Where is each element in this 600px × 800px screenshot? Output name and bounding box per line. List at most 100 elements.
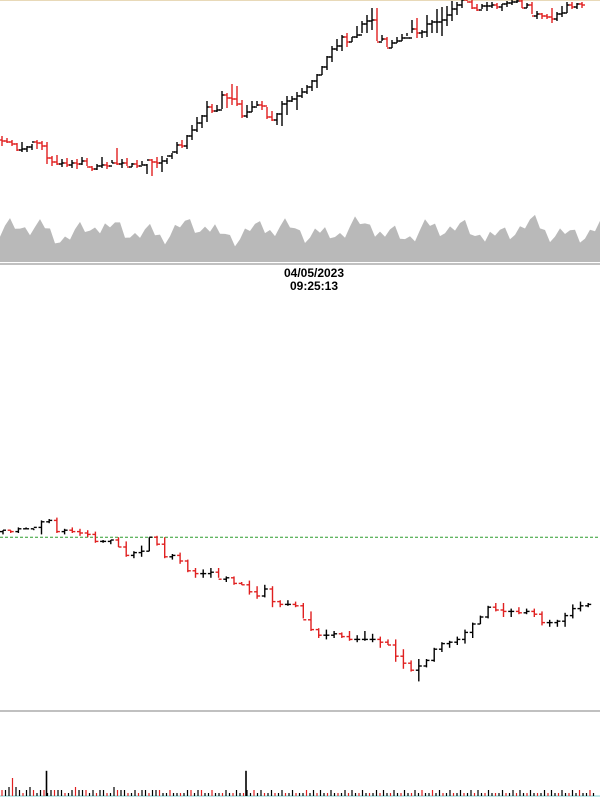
bottom-ohlc-bar-46	[354, 635, 361, 643]
bottom-ohlc-bar-38	[292, 601, 299, 608]
bottom-ohlc-bar-64	[492, 603, 499, 612]
bottom-ohlc-bar-43	[331, 631, 338, 638]
top-ohlc-bar-75	[374, 8, 380, 43]
top-ohlc-bar-106	[529, 2, 535, 17]
bottom-ohlc-bar-6	[46, 519, 53, 524]
top-ohlc-bar-36	[179, 140, 185, 148]
bottom-ohlc-bar-51	[392, 639, 399, 662]
top-ohlc-bar-41	[204, 101, 210, 122]
top-ohlc-bar-19	[94, 164, 100, 170]
top-ohlc-bar-6	[29, 141, 35, 150]
top-ohlc-bar-87	[434, 9, 440, 33]
bottom-ohlc-bar-27	[207, 568, 214, 578]
bottom-ohlc-bar-53	[408, 660, 415, 672]
top-ohlc-bar-51	[254, 101, 260, 108]
bottom-ohlc-bar-0	[0, 529, 6, 535]
top-ohlc-bar-7	[34, 140, 40, 149]
top-ohlc-bar-23	[114, 148, 120, 165]
top-ohlc-bar-114	[569, 2, 575, 9]
bottom-ohlc-bar-69	[531, 608, 538, 617]
top-ohlc-bar-33	[164, 155, 170, 164]
bottom-ohlc-bar-8	[61, 528, 68, 535]
top-ohlc-bar-78	[389, 40, 395, 49]
bottom-ohlc-bar-35	[269, 586, 276, 608]
top-ohlc-bar-71	[354, 26, 360, 38]
bottom-ohlc-bar-28	[215, 568, 222, 580]
top-ohlc-bar-39	[194, 117, 200, 132]
bottom-ohlc-bar-19	[146, 536, 153, 552]
bottom-ohlc-bar-24	[184, 559, 191, 573]
top-ohlc-bar-32	[159, 156, 165, 172]
bottom-ohlc-bar-66	[508, 608, 515, 617]
bottom-ohlc-bar-4	[30, 526, 37, 531]
bottom-ohlc-bar-10	[77, 528, 83, 536]
top-ohlc-bar-63	[314, 74, 320, 88]
bottom-ohlc-bar-48	[369, 633, 376, 643]
bottom-ohlc-bar-39	[300, 603, 307, 621]
top-ohlc-bar-92	[459, 0, 465, 8]
bottom-ohlc-bar-59	[454, 636, 461, 645]
bottom-ohlc-bar-1	[7, 529, 14, 533]
top-ohlc-bar-100	[499, 3, 505, 11]
top-ohlc-bar-56	[279, 101, 285, 126]
top-ohlc-bar-9	[44, 142, 50, 164]
bottom-ohlc-bar-32	[246, 580, 253, 595]
top-ohlc-bar-25	[124, 158, 130, 168]
top-ohlc-bar-65	[324, 56, 330, 70]
top-ohlc-bar-110	[549, 8, 555, 23]
top-ohlc-bar-88	[439, 7, 445, 36]
bottom-ohlc-bar-67	[515, 607, 522, 615]
top-ohlc-bar-113	[564, 2, 570, 14]
top-ohlc-bar-69	[344, 33, 350, 47]
top-ohlc-bar-44	[219, 91, 225, 111]
bottom-ohlc-series	[0, 517, 592, 682]
bottom-ohlc-bar-13	[100, 540, 107, 543]
bottom-ohlc-bar-5	[38, 520, 45, 535]
bottom-ohlc-bar-20	[154, 535, 160, 546]
bottom-ohlc-bar-40	[308, 611, 314, 631]
top-ohlc-bar-35	[174, 142, 180, 154]
bottom-ohlc-bar-31	[238, 582, 245, 586]
bottom-ohlc-bar-74	[569, 604, 576, 619]
top-ohlc-bar-20	[99, 157, 105, 168]
top-ohlc-bar-59	[294, 92, 300, 110]
top-ohlc-series	[0, 0, 585, 176]
top-volume-area-layer	[0, 214, 600, 262]
bottom-ohlc-bar-2	[15, 527, 22, 533]
bottom-ohlc-bar-41	[315, 628, 322, 638]
top-volume-area	[0, 214, 600, 262]
bottom-ohlc-bar-72	[554, 619, 561, 627]
top-ohlc-bar-90	[449, 1, 455, 21]
top-ohlc-bar-55	[274, 113, 280, 125]
top-ohlc-bar-43	[214, 105, 220, 112]
top-ohlc-bar-79	[394, 37, 400, 44]
bottom-ohlc-bar-65	[500, 603, 507, 617]
bottom-ohlc-bar-76	[585, 603, 592, 608]
top-ohlc-bar-38	[189, 125, 195, 140]
top-ohlc-bar-84	[419, 30, 425, 38]
bottom-ohlc-bar-14	[107, 539, 114, 545]
bottom-ohlc-bar-23	[177, 552, 184, 564]
bottom-ohlc-bar-16	[123, 541, 130, 557]
bottom-ohlc-bar-29	[223, 576, 230, 582]
top-ohlc-bar-89	[444, 6, 450, 26]
top-ohlc-bar-85	[424, 15, 430, 37]
top-ohlc-bar-47	[234, 86, 240, 106]
volume-bar-series	[1, 770, 595, 796]
bottom-ohlc-bar-12	[92, 531, 99, 543]
top-ohlc-bar-73	[364, 15, 370, 33]
bottom-ohlc-bar-58	[446, 640, 453, 648]
crosshair-date-label: 04/05/2023	[283, 266, 345, 280]
bottom-ohlc-bar-73	[562, 612, 569, 627]
bottom-ohlc-bar-55	[423, 659, 430, 668]
bottom-ohlc-bar-47	[361, 631, 368, 641]
bottom-ohlc-bar-49	[377, 636, 384, 648]
bottom-ohlc-bar-52	[400, 649, 407, 669]
bottom-ohlc-bar-71	[546, 619, 553, 627]
top-ohlc-bar-101	[504, 1, 510, 7]
top-ohlc-bar-67	[334, 39, 340, 51]
top-ohlc-bar-2	[9, 140, 15, 146]
bottom-ohlc-bar-9	[69, 527, 76, 533]
bottom-ohlc-bar-18	[138, 545, 145, 557]
